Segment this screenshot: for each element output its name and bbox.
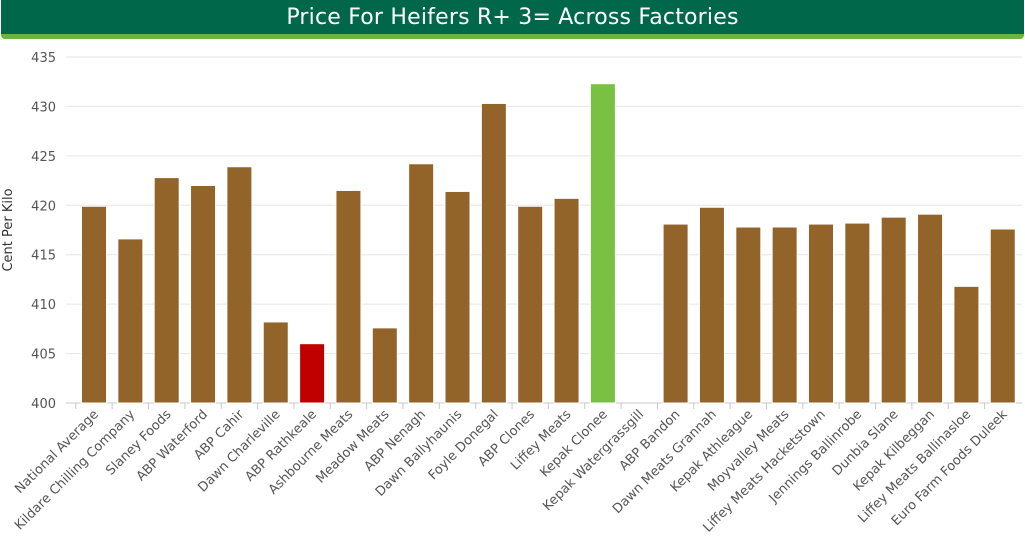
bar[interactable]	[408, 163, 435, 404]
y-tick-label: 430	[31, 100, 56, 115]
bar[interactable]	[335, 189, 362, 404]
bars	[81, 83, 1016, 404]
y-tick-label: 420	[31, 199, 56, 214]
y-axis-ticks: 400 405 410 415 420 425 430 435	[31, 51, 56, 412]
bar[interactable]	[662, 223, 689, 404]
bar[interactable]	[517, 205, 544, 404]
bar[interactable]	[808, 223, 834, 404]
bar[interactable]	[226, 166, 253, 404]
bar[interactable]	[844, 222, 871, 404]
y-tick-label: 410	[31, 298, 56, 313]
bar[interactable]	[553, 197, 580, 404]
bar[interactable]	[880, 216, 907, 404]
bar[interactable]	[989, 228, 1016, 404]
chart-title: Price For Heifers R+ 3= Across Factories	[286, 4, 739, 30]
bar[interactable]	[735, 226, 762, 404]
bar[interactable]	[153, 177, 180, 404]
bar[interactable]	[117, 238, 144, 404]
bar[interactable]	[771, 226, 798, 404]
bar[interactable]	[698, 206, 725, 404]
bar[interactable]	[371, 327, 398, 404]
bar[interactable]	[81, 205, 107, 404]
y-tick-label: 405	[31, 348, 56, 363]
bar[interactable]	[589, 83, 616, 404]
bar[interactable]	[480, 102, 507, 404]
y-tick-label: 425	[31, 150, 56, 165]
y-tick-label: 400	[31, 397, 56, 412]
bar[interactable]	[299, 343, 326, 404]
y-axis-label: Cent Per Kilo	[1, 188, 16, 271]
bar[interactable]	[262, 321, 289, 404]
bar[interactable]	[917, 213, 944, 404]
y-tick-label: 415	[31, 249, 56, 264]
bar[interactable]	[190, 185, 217, 404]
bar[interactable]	[953, 285, 980, 404]
chart-title-bar: Price For Heifers R+ 3= Across Factories	[1, 0, 1024, 39]
bar[interactable]	[444, 190, 471, 404]
y-tick-label: 435	[31, 51, 56, 66]
